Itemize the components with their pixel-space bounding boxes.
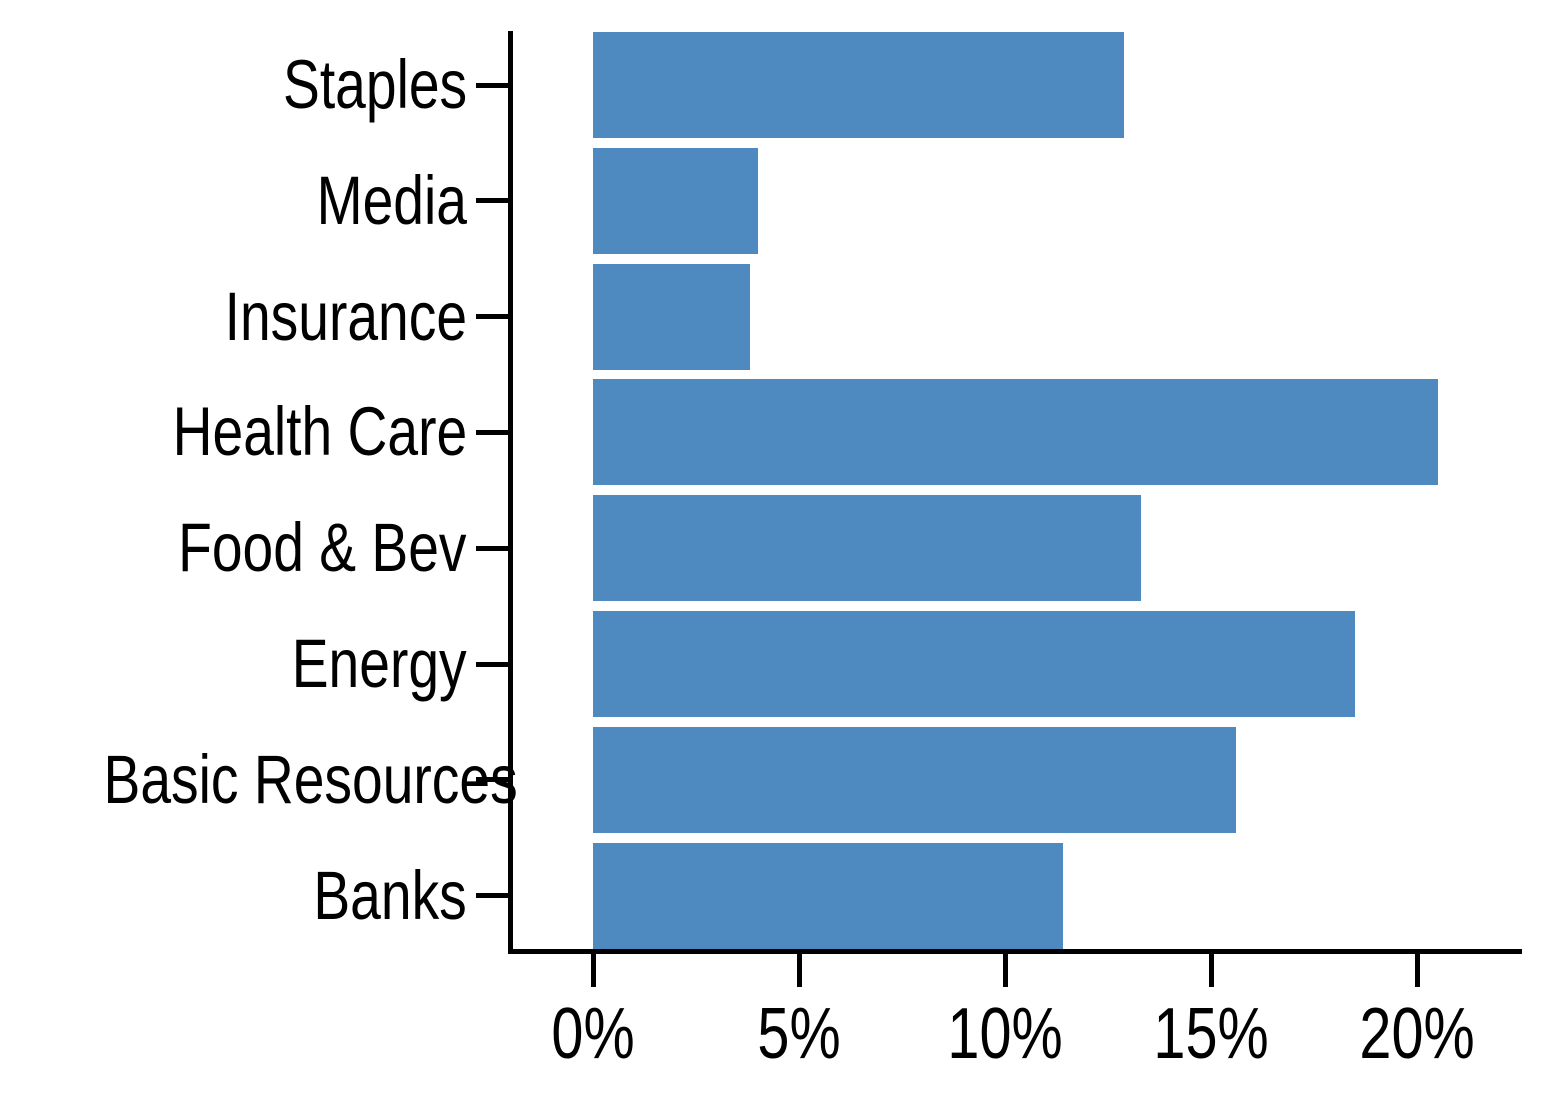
x-tick-5	[796, 954, 802, 987]
category-label-text: Energy	[292, 625, 467, 702]
x-tick-label-5: 5%	[649, 998, 949, 1070]
category-tick-basic-resources	[476, 777, 508, 783]
bar-energy	[593, 611, 1356, 717]
x-tick-15	[1208, 954, 1214, 987]
category-label-text: Health Care	[172, 393, 467, 471]
category-label-text: Food & Bev	[178, 509, 467, 587]
category-label-text: Staples	[282, 46, 467, 123]
bar-staples	[593, 32, 1125, 138]
x-tick-label-text: 5%	[757, 994, 841, 1074]
bar-basic-resources	[593, 726, 1236, 833]
category-tick-insurance	[476, 314, 508, 320]
bar-insurance	[593, 263, 750, 370]
category-label-text: Banks	[313, 856, 467, 934]
category-tick-staples	[476, 82, 508, 88]
category-tick-media	[476, 198, 508, 204]
x-tick-label-15: 15%	[1061, 998, 1361, 1070]
category-label-insurance: Insurance	[0, 277, 467, 355]
x-tick-label-text: 10%	[947, 994, 1063, 1074]
category-label-staples: Staples	[0, 50, 467, 120]
category-label-text: Basic Resources	[103, 740, 518, 818]
x-tick-label-text: 0%	[551, 994, 635, 1074]
category-label-basic-resources: Basic Resources	[0, 744, 518, 815]
x-tick-label-20: 20%	[1267, 998, 1554, 1070]
category-label-text: Insurance	[224, 277, 467, 355]
x-tick-10	[1002, 954, 1008, 987]
x-tick-label-10: 10%	[855, 998, 1155, 1070]
category-label-media: Media	[0, 161, 467, 239]
bar-health-care	[593, 379, 1438, 486]
x-tick-label-text: 15%	[1153, 994, 1269, 1074]
category-tick-health-care	[476, 429, 508, 435]
x-tick-20	[1414, 954, 1420, 987]
category-tick-food-bev	[476, 545, 508, 551]
bar-banks	[593, 842, 1063, 949]
category-label-banks: Banks	[0, 856, 467, 934]
category-label-text: Media	[316, 161, 467, 239]
category-label-health-care: Health Care	[0, 397, 467, 467]
x-tick-label-0: 0%	[443, 998, 743, 1070]
y-axis-line	[508, 31, 513, 954]
bar-food-bev	[593, 495, 1141, 602]
category-label-energy: Energy	[0, 629, 467, 699]
bar-media	[593, 147, 758, 254]
category-tick-banks	[476, 893, 508, 899]
category-tick-energy	[476, 661, 508, 667]
x-tick-0	[590, 954, 596, 987]
category-label-food-bev: Food & Bev	[0, 513, 467, 583]
x-axis-line	[508, 949, 1522, 954]
x-tick-label-text: 20%	[1359, 994, 1475, 1074]
